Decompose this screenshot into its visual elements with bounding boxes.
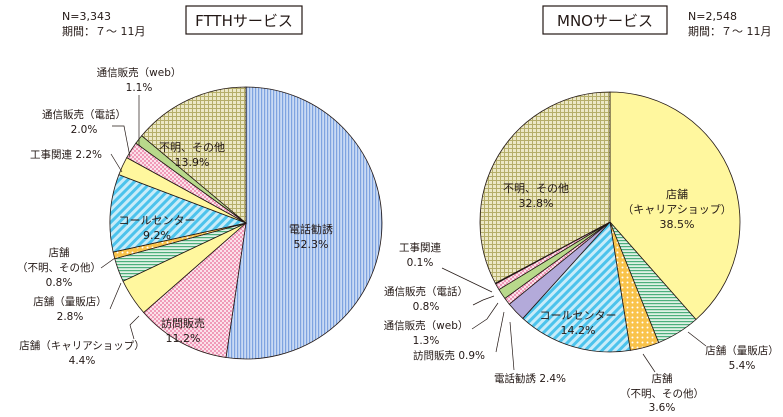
- mno-label-store-unknown-1: 店舗: [652, 372, 673, 385]
- ftth-pie: [109, 86, 383, 360]
- ftth-title-box: [185, 5, 303, 35]
- ftth-title: FTTHサービス: [195, 12, 293, 30]
- ftth-slice-unknown-other: [141, 86, 247, 224]
- ftth-value-phone-sales: 52.3%: [294, 238, 329, 251]
- ftth-leader-mail-phone: [112, 125, 131, 158]
- ftth-value-mail-web: 1.1%: [126, 82, 153, 94]
- ftth-label-store-unknown-2: （不明、その他）: [17, 261, 101, 274]
- mno-value-call-center: 14.2%: [561, 324, 596, 337]
- mno-value-store-unknown: 3.6%: [649, 402, 676, 414]
- mno-slice-unknown-other: [479, 91, 611, 284]
- ftth-label-mail-web: 通信販売（web）: [97, 66, 182, 79]
- ftth-leader-construction: [110, 153, 123, 173]
- ftth-label-visit-sales: 訪問販売: [161, 316, 205, 330]
- mno-leader-mail-web: [471, 302, 499, 330]
- mno-value-mail-web: 1.3%: [413, 335, 440, 347]
- ftth-slice-call-center: [109, 174, 248, 253]
- mno-leader-store-unknown: [642, 353, 656, 373]
- mno-label-mail-web: 通信販売（web）: [384, 319, 469, 332]
- mno-label-phone-sales: 電話勧誘 2.4%: [494, 372, 566, 385]
- mno-label-store-carrier-2: （キャリアショップ）: [622, 203, 732, 216]
- ftth-leader-store-carrier: [129, 315, 140, 340]
- ftth-label-construction: 工事関連 2.2%: [30, 148, 102, 161]
- mno-value-construction: 0.1%: [407, 257, 434, 269]
- ftth-slice-phone-sales: [225, 86, 383, 360]
- ftth-chart: N=3,343 期間：７～ 11月 FTTHサービス 電話勧誘 52.3% 訪問…: [17, 5, 383, 367]
- mno-label-construction: 工事関連: [399, 241, 441, 254]
- mno-label-store-carrier-1: 店舗: [666, 187, 688, 201]
- ftth-label-call-center: コールセンター: [119, 214, 196, 227]
- ftth-label-store-carrier: 店舗（キャリアショップ）: [19, 339, 145, 352]
- mno-leader-visit-sales: [495, 311, 505, 353]
- mno-label-mail-phone: 通信販売（電話）: [384, 285, 468, 298]
- ftth-value-unknown-other: 13.9%: [175, 156, 210, 169]
- mno-slice-call-center: [522, 221, 631, 353]
- mno-leader-phone-sales: [509, 321, 515, 371]
- mno-label-store-unknown-2: （不明、その他）: [620, 387, 704, 400]
- mno-value-unknown-other: 32.8%: [519, 197, 554, 210]
- ftth-leader-mail-web: [138, 95, 143, 149]
- mno-title-box: [542, 5, 668, 35]
- ftth-slice-visit-sales: [143, 221, 247, 358]
- mno-period-label: 期間：７～ 11月: [688, 25, 772, 38]
- ftth-label-phone-sales: 電話勧誘: [289, 222, 333, 236]
- ftth-value-store-carrier: 4.4%: [69, 355, 96, 367]
- mno-value-store-carrier: 38.5%: [660, 218, 695, 231]
- ftth-leader-store-mass: [109, 282, 122, 310]
- ftth-value-call-center: 9.2%: [143, 229, 171, 242]
- mno-chart: MNOサービス N=2,548 期間：７～ 11月 店舗 （キャリアショップ） …: [384, 5, 779, 414]
- mno-leader-construction: [441, 267, 493, 293]
- mno-label-call-center: コールセンター: [540, 309, 617, 322]
- mno-label-store-mass: 店舗（量販店）: [705, 344, 779, 357]
- ftth-label-store-mass: 店舗（量販店）: [33, 295, 107, 308]
- mno-n-label: N=2,548: [688, 10, 737, 23]
- mno-label-unknown-other: 不明、その他: [503, 182, 569, 195]
- mno-value-store-mass: 5.4%: [729, 360, 756, 372]
- ftth-value-store-mass: 2.8%: [57, 311, 84, 323]
- ftth-value-mail-phone: 2.0%: [71, 124, 98, 136]
- mno-leader-store-mass: [687, 331, 707, 347]
- ftth-value-store-unknown: 0.8%: [46, 277, 73, 289]
- ftth-period-label: 期間：７～ 11月: [62, 25, 146, 38]
- mno-value-mail-phone: 0.8%: [413, 301, 440, 313]
- ftth-n-label: N=3,343: [62, 10, 111, 23]
- mno-pie: [479, 91, 741, 353]
- mno-title: MNOサービス: [557, 12, 653, 30]
- mno-slice-store-carrier: [609, 91, 741, 321]
- ftth-value-visit-sales: 11.2%: [166, 332, 201, 345]
- ftth-label-mail-phone: 通信販売（電話）: [42, 108, 126, 121]
- ftth-label-unknown-other: 不明、その他: [159, 141, 225, 154]
- ftth-label-store-unknown-1: 店舗: [49, 246, 70, 259]
- ftth-leader-store-unknown: [100, 257, 116, 269]
- mno-leader-mail-phone: [472, 295, 495, 306]
- mno-label-visit-sales: 訪問販売 0.9%: [413, 349, 485, 362]
